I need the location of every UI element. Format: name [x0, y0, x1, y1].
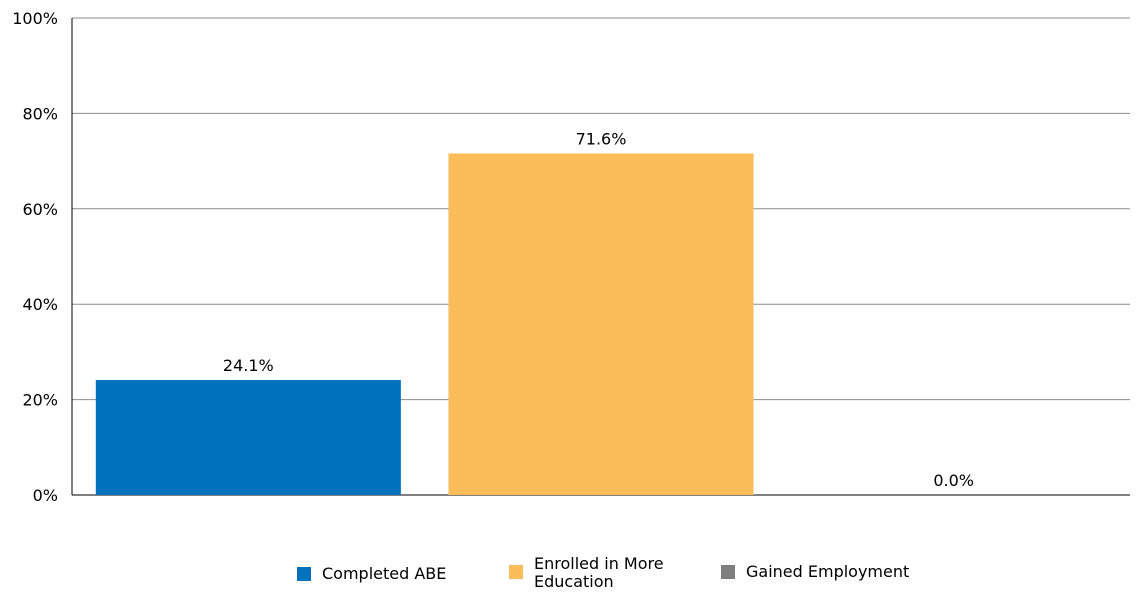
- legend-item-gained-employment: Gained Employment: [721, 563, 909, 581]
- data-label-completed-abe: 24.1%: [223, 356, 274, 375]
- data-labels: 24.1% 71.6% 0.0%: [223, 129, 974, 490]
- bar-chart: 0% 20% 40% 60% 80% 100% 24.1% 71.6% 0.0%: [12, 9, 1130, 505]
- legend-item-enrolled-in-more-education: Enrolled in More Education: [509, 555, 709, 591]
- y-tick-label-60: 60%: [22, 200, 58, 219]
- bar-completed-abe: [95, 380, 401, 495]
- bar-enrolled-in-more-education: [448, 153, 754, 495]
- y-tick-label-0: 0%: [33, 486, 58, 505]
- y-tick-label-40: 40%: [22, 295, 58, 314]
- data-label-gained-employment: 0.0%: [933, 471, 974, 490]
- legend-item-completed-abe: Completed ABE: [297, 565, 446, 583]
- y-tick-label-100: 100%: [12, 9, 58, 28]
- legend-swatch-completed-abe: [297, 567, 311, 581]
- legend-label-completed-abe: Completed ABE: [322, 564, 447, 583]
- bars: [95, 153, 754, 495]
- legend-label-gained-employment: Gained Employment: [746, 562, 910, 581]
- y-tick-label-80: 80%: [22, 104, 58, 123]
- data-label-enrolled-in-more-education: 71.6%: [576, 129, 627, 148]
- legend: Completed ABE Enrolled in More Education…: [0, 552, 1138, 592]
- legend-swatch-enrolled-in-more-education: [509, 565, 523, 579]
- legend-label-enrolled-in-more-education: Enrolled in More Education: [534, 554, 664, 591]
- legend-swatch-gained-employment: [721, 565, 735, 579]
- y-tick-label-20: 20%: [22, 391, 58, 410]
